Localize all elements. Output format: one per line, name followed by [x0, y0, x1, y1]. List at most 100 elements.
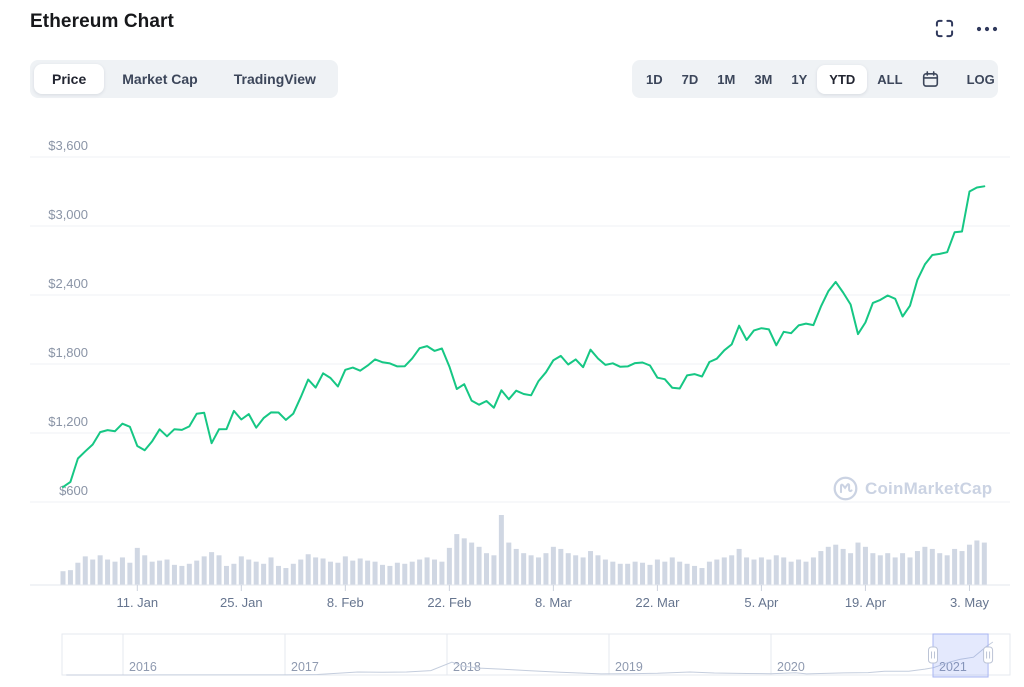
tab-market-cap[interactable]: Market Cap: [104, 64, 215, 94]
range-button-ytd[interactable]: YTD: [817, 64, 868, 94]
volume-bar: [432, 559, 437, 585]
navigator-year-label: 2020: [777, 660, 805, 674]
range-button-1m[interactable]: 1M: [708, 65, 744, 94]
volume-bar: [640, 562, 646, 585]
volume-bar: [194, 560, 200, 585]
volume-bar: [602, 559, 608, 585]
volume-bar: [179, 565, 185, 585]
volume-bar: [855, 542, 861, 585]
volume-bar: [491, 555, 497, 585]
volume-bar: [171, 564, 177, 585]
calendar-button[interactable]: [913, 64, 948, 95]
volume-bar: [937, 553, 943, 585]
volume-bar: [268, 557, 274, 585]
volume-bar: [966, 544, 972, 585]
volume-bar: [751, 559, 757, 585]
volume-bar: [342, 556, 348, 585]
fullscreen-button[interactable]: [933, 17, 956, 40]
tab-price[interactable]: Price: [34, 64, 105, 94]
navigator-handle-left-grip[interactable]: [928, 646, 938, 664]
volume-bar: [818, 551, 824, 585]
volume-bar: [862, 546, 868, 585]
volume-bar: [379, 564, 385, 585]
volume-bar: [157, 560, 163, 585]
tab-tradingview[interactable]: TradingView: [216, 64, 334, 94]
volume-bar: [617, 563, 623, 585]
range-button-1y[interactable]: 1Y: [782, 65, 816, 94]
volume-bar: [394, 562, 400, 585]
volume-bar: [885, 553, 891, 585]
volume-bar: [283, 568, 289, 585]
range-button-3m[interactable]: 3M: [745, 65, 781, 94]
volume-bar: [662, 561, 668, 585]
volume-bar: [632, 561, 638, 585]
volume-bar: [877, 555, 883, 585]
volume-bar: [506, 542, 512, 585]
volume-bar: [900, 553, 906, 585]
range-button-1d[interactable]: 1D: [637, 65, 672, 94]
volume-bar: [439, 561, 445, 585]
volume-bar: [788, 561, 794, 585]
navigator-handle-right[interactable]: [983, 646, 994, 664]
range-button-all[interactable]: ALL: [868, 65, 911, 94]
volume-bar: [246, 559, 252, 585]
more-options-button[interactable]: [974, 24, 1000, 34]
volume-bar: [959, 551, 965, 585]
navigator-handle-left[interactable]: [928, 646, 938, 664]
price-line-series: [62, 185, 986, 489]
header-actions: [933, 17, 1000, 40]
volume-bar: [744, 557, 750, 585]
volume-bar: [350, 560, 356, 585]
volume-bar: [610, 561, 616, 585]
volume-bar: [238, 556, 244, 585]
volume-bar: [944, 555, 950, 585]
x-axis-label: 3. May: [950, 595, 990, 610]
volume-bar: [275, 565, 281, 585]
volume-bar: [231, 563, 237, 585]
volume-bar: [127, 562, 133, 585]
volume-bar: [654, 559, 660, 585]
volume-bar: [476, 546, 482, 585]
calendar-icon: [922, 70, 939, 88]
volume-bar: [498, 515, 504, 585]
volume-bar: [684, 563, 690, 585]
price-volume-chart[interactable]: $600 $1,200 $1,800 $2,400 $3,000 $3,600 11. Ja…: [0, 110, 1024, 630]
range-button-7d[interactable]: 7D: [673, 65, 708, 94]
volume-bar: [142, 555, 148, 585]
volume-bar: [112, 561, 118, 585]
navigator-year-label: 2019: [615, 660, 643, 674]
volume-bar: [75, 562, 81, 585]
timeline-navigator[interactable]: 2016 2017 2018 2019 2020 2021: [0, 630, 1024, 687]
volume-bar: [409, 561, 415, 585]
volume-bar: [335, 562, 341, 585]
x-axis-label: 5. Apr: [744, 595, 779, 610]
volume-bar: [327, 561, 333, 585]
volume-bar: [558, 548, 564, 585]
volume-bar: [922, 546, 928, 585]
volume-bar: [647, 564, 653, 585]
volume-bar: [67, 570, 73, 585]
ellipsis-icon: [976, 26, 998, 32]
volume-bar: [164, 559, 170, 585]
log-scale-button[interactable]: LOG: [958, 65, 1004, 94]
navigator-handle-right-grip[interactable]: [983, 646, 994, 664]
navigator-year-label: 2016: [129, 660, 157, 674]
x-axis-label: 19. Apr: [845, 595, 887, 610]
y-axis-label: $600: [59, 483, 88, 498]
x-axis-label: 22. Feb: [427, 595, 471, 610]
volume-bar: [825, 546, 831, 585]
x-axis-label: 8. Mar: [535, 595, 573, 610]
y-axis-label: $1,200: [48, 414, 88, 429]
volume-bar: [134, 547, 140, 585]
volume-bar: [223, 565, 229, 585]
volume-bar: [580, 557, 586, 585]
volume-bar: [625, 563, 631, 585]
volume-bar: [766, 559, 772, 585]
navigator-selection[interactable]: [932, 633, 989, 678]
volume-bar: [82, 556, 88, 585]
volume-bar: [290, 563, 296, 585]
volume-bar: [424, 557, 430, 585]
volume-bar: [105, 559, 111, 585]
x-axis-label: 25. Jan: [220, 595, 263, 610]
